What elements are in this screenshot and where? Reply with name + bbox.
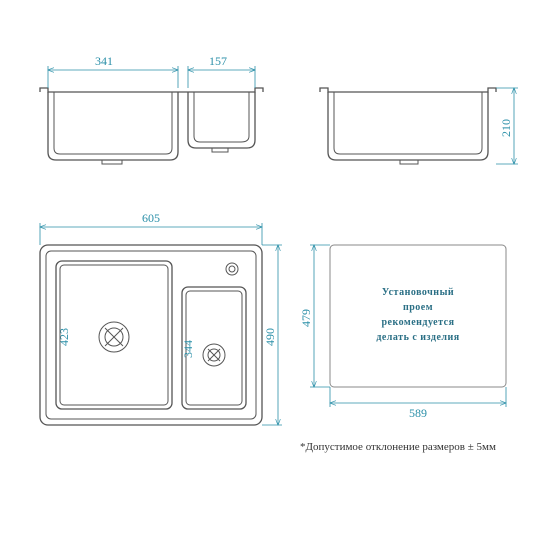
view-top-plan: 605 423 344 490 — [40, 211, 282, 425]
view-side-section: 210 — [320, 88, 518, 164]
view-cutout: Установочный проем рекомендуется делать … — [299, 245, 506, 420]
cutout-note-line-1: Установочный — [382, 287, 454, 298]
dim-overall-height: 490 — [263, 328, 277, 346]
technical-drawing: 341 157 210 605 — [0, 0, 550, 550]
dim-cutout-height: 479 — [299, 309, 313, 327]
dim-bowl2-height: 344 — [181, 340, 195, 358]
view-front-section: 341 157 — [40, 54, 263, 164]
dim-depth: 210 — [499, 119, 513, 137]
dim-bowl2-width: 157 — [209, 54, 227, 68]
dim-cutout-width: 589 — [409, 406, 427, 420]
cutout-note-line-3: рекомендуется — [381, 317, 454, 328]
dim-overall-width: 605 — [142, 211, 160, 225]
dim-bowl1-width: 341 — [95, 54, 113, 68]
tolerance-footnote: *Допустимое отклонение размеров ± 5мм — [300, 441, 496, 453]
dim-bowl1-height: 423 — [57, 328, 71, 346]
cutout-note-line-4: делать с изделия — [376, 332, 459, 343]
cutout-note-line-2: проем — [403, 302, 433, 313]
